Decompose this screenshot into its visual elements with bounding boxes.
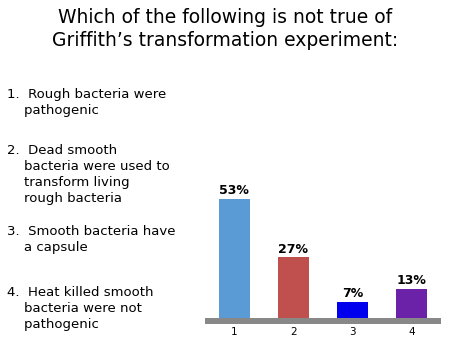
Bar	[219, 199, 250, 318]
Bar	[175, 318, 411, 324]
Text: 2.  Dead smooth
    bacteria were used to
    transform living
    rough bacteri: 2. Dead smooth bacteria were used to tra…	[7, 144, 170, 204]
Text: 13%: 13%	[396, 274, 427, 287]
Text: Which of the following is not true of
Griffith’s transformation experiment:: Which of the following is not true of Gr…	[52, 8, 398, 50]
Text: 3.  Smooth bacteria have
    a capsule: 3. Smooth bacteria have a capsule	[7, 225, 175, 254]
Bar	[396, 289, 427, 318]
Text: 1.  Rough bacteria were
    pathogenic: 1. Rough bacteria were pathogenic	[7, 88, 166, 117]
Text: 27%: 27%	[279, 243, 308, 256]
Bar	[278, 258, 309, 318]
Bar	[234, 318, 450, 324]
Text: 53%: 53%	[219, 185, 249, 197]
Bar	[337, 302, 368, 318]
Bar	[116, 318, 352, 324]
Text: 4.  Heat killed smooth
    bacteria were not
    pathogenic: 4. Heat killed smooth bacteria were not …	[7, 286, 153, 331]
Text: 7%: 7%	[342, 287, 363, 300]
Bar	[293, 318, 450, 324]
